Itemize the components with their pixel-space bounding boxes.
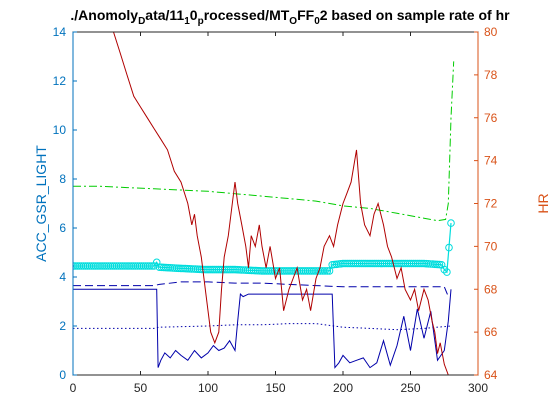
data-point — [148, 262, 156, 270]
x-tick-label: 200 — [333, 381, 353, 395]
x-tick-label: 100 — [198, 381, 218, 395]
y-tick-label-right: 74 — [484, 154, 498, 168]
x-tick-label: 50 — [134, 381, 148, 395]
data-point — [433, 260, 442, 269]
data-point — [447, 219, 455, 227]
data-point — [325, 267, 334, 275]
title-part: p — [198, 16, 204, 27]
title-part: 0 — [314, 16, 320, 27]
x-tick-label: 150 — [265, 381, 285, 395]
title-part: 0 — [190, 7, 198, 23]
x-tick-label: 300 — [468, 381, 488, 395]
y-axis-label-left: ACC_GSR_LIGHT — [33, 145, 49, 262]
data-point — [323, 267, 332, 275]
title-part: 2 based on sample rate of hr — [320, 7, 510, 23]
title-part: D — [138, 16, 145, 27]
series-line-2 — [73, 281, 449, 297]
y-tick-label-right: 70 — [484, 239, 498, 253]
y-tick-label-left: 8 — [59, 172, 66, 186]
data-point — [321, 267, 329, 275]
y-tick-label-right: 72 — [484, 197, 498, 211]
title-part: rocessed/MT — [204, 7, 290, 23]
title-part: ata/11 — [145, 7, 184, 23]
series-line-0 — [73, 61, 455, 222]
y-tick-label-right: 80 — [484, 25, 498, 39]
y-tick-label-left: 10 — [53, 123, 67, 137]
x-tick-label: 250 — [400, 381, 420, 395]
series-line-3 — [73, 288, 452, 369]
series-line-5 — [110, 32, 449, 375]
series-markers-1 — [73, 219, 455, 276]
data-point — [443, 268, 451, 276]
title-part: O — [289, 16, 297, 27]
y-tick-label-left: 0 — [59, 368, 66, 382]
y-tick-label-right: 76 — [484, 111, 498, 125]
data-point — [146, 262, 154, 270]
y-tick-label-right: 66 — [484, 325, 498, 339]
y-tick-label-left: 14 — [53, 25, 67, 39]
data-point — [440, 265, 449, 274]
x-tick-label: 0 — [70, 381, 77, 395]
chart-title: ./AnomolyData/1110processed/MTOFF02 base… — [70, 7, 510, 27]
title-part: 1 — [184, 16, 190, 27]
data-point — [435, 260, 444, 269]
title-part: FF — [297, 7, 315, 23]
title-part: ./Anomoly — [70, 7, 138, 23]
series-layer — [73, 32, 455, 375]
ticks-layer: 0 50 100 150 200 250 3000246810121464666870727… — [53, 25, 498, 395]
y-tick-label-right: 64 — [484, 368, 498, 382]
series-line-4 — [73, 323, 452, 331]
y-axis-label-right: HR — [535, 193, 551, 213]
y-tick-label-left: 2 — [59, 319, 66, 333]
y-tick-label-left: 4 — [59, 270, 66, 284]
y-tick-label-left: 12 — [53, 74, 67, 88]
y-tick-label-right: 68 — [484, 282, 498, 296]
y-tick-label-left: 6 — [59, 221, 66, 235]
data-point — [445, 243, 453, 252]
y-tick-label-right: 78 — [484, 68, 498, 82]
